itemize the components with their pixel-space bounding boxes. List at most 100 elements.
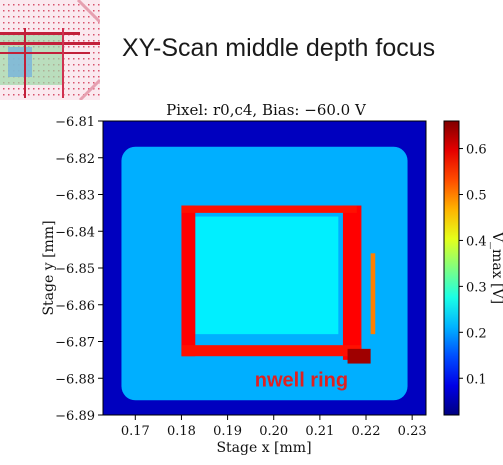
thumb-dot: [88, 40, 90, 42]
thumb-dot: [93, 94, 95, 96]
thumb-dot: [33, 88, 35, 90]
thumb-dot: [93, 10, 95, 12]
thumb-dot: [68, 70, 70, 72]
thumb-dot: [73, 4, 75, 6]
thumb-dot: [93, 52, 95, 54]
thumb-dot: [43, 88, 45, 90]
thumb-dot: [93, 46, 95, 48]
thumb-dot: [83, 16, 85, 18]
sensor-layout-thumbnail: [0, 0, 100, 100]
thumb-dot: [98, 70, 100, 72]
thumb-dot: [38, 4, 40, 6]
thumb-dot: [98, 16, 100, 18]
thumb-dot: [83, 46, 85, 48]
thumb-dot: [3, 10, 5, 12]
thumb-dot: [68, 4, 70, 6]
thumb-dot: [63, 16, 65, 18]
thumb-dot: [93, 88, 95, 90]
thumb-dot: [38, 10, 40, 12]
thumb-dot: [83, 76, 85, 78]
thumb-dot: [78, 94, 80, 96]
thumb-dot: [53, 16, 55, 18]
thumb-dot: [88, 22, 90, 24]
thumb-dot: [33, 22, 35, 24]
thumb-dot: [73, 40, 75, 42]
thumb-dot: [73, 28, 75, 30]
thumb-dot: [78, 40, 80, 42]
thumb-dot: [68, 88, 70, 90]
thumb-dot: [83, 10, 85, 12]
thumb-dot: [78, 64, 80, 66]
y-axis: −6.81 −6.82 −6.83 −6.84 −6.85 −6.86 −6.87 −6.88…: [55, 115, 103, 424]
thumb-dot: [68, 76, 70, 78]
thumb-dot: [13, 16, 15, 18]
thumb-dot: [73, 82, 75, 84]
thumb-dot: [58, 88, 60, 90]
thumb-dot: [28, 16, 30, 18]
thumb-dot: [98, 40, 100, 42]
thumb-dot: [33, 94, 35, 96]
thumb-dot: [53, 28, 55, 30]
thumb-dot: [88, 88, 90, 90]
thumb-dot: [83, 28, 85, 30]
thumb-dot: [23, 4, 25, 6]
thumb-dot: [33, 28, 35, 30]
thumb-dot: [38, 88, 40, 90]
thumb-dot: [3, 94, 5, 96]
thumb-dot: [88, 70, 90, 72]
thumb-dot: [68, 22, 70, 24]
thumb-dot: [63, 10, 65, 12]
thumb-dot: [18, 94, 20, 96]
thumb-dot: [23, 22, 25, 24]
thumb-dot: [8, 94, 10, 96]
thumb-dot: [73, 22, 75, 24]
thumb-dot: [48, 4, 50, 6]
colorbar-tick-label: 0.6: [466, 143, 487, 158]
thumb-dot: [43, 10, 45, 12]
thumb-dot: [93, 4, 95, 6]
colorbar-tick-label: 0.2: [466, 326, 487, 341]
thumb-dot: [38, 22, 40, 24]
thumb-dot: [8, 88, 10, 90]
thumb-dot: [93, 28, 95, 30]
thumb-dot: [8, 28, 10, 30]
thumb-dot: [98, 64, 100, 66]
thumb-dot: [78, 16, 80, 18]
thumb-dot: [23, 94, 25, 96]
x-tick-label: 0.19: [213, 424, 242, 439]
thumb-dot: [3, 4, 5, 6]
thumb-dot: [98, 52, 100, 54]
thumb-dot: [63, 4, 65, 6]
thumb-dot: [68, 10, 70, 12]
thumb-dot: [48, 22, 50, 24]
thumb-dot: [13, 94, 15, 96]
thumb-dot: [88, 58, 90, 60]
y-axis-label: Stage y [mm]: [41, 220, 57, 315]
thumb-dot: [13, 10, 15, 12]
thumb-dot: [28, 22, 30, 24]
thumb-dot: [88, 28, 90, 30]
thumb-dot: [18, 28, 20, 30]
y-tick-label: −6.85: [55, 262, 95, 277]
thumb-dot: [18, 22, 20, 24]
thumb-dot: [88, 16, 90, 18]
thumb-dot: [83, 70, 85, 72]
thumb-dot: [93, 40, 95, 42]
thumb-dot: [58, 10, 60, 12]
y-tick-label: −6.82: [55, 152, 95, 167]
heatmap-region-ring-bottom: [181, 345, 362, 357]
nwell-ring-annotation: nwell ring: [255, 369, 348, 391]
thumb-dot: [38, 28, 40, 30]
thumb-dot: [13, 4, 15, 6]
colorbar-tick-label: 0.5: [466, 189, 487, 204]
thumb-dot: [13, 88, 15, 90]
thumb-dot: [73, 16, 75, 18]
thumb-dot: [83, 40, 85, 42]
thumb-dot: [78, 22, 80, 24]
thumb-dot: [88, 76, 90, 78]
thumb-dot: [83, 88, 85, 90]
chart-title: Pixel: r0,c4, Bias: −60.0 V: [166, 101, 367, 119]
thumb-dot: [8, 4, 10, 6]
x-tick-label: 0.21: [305, 424, 334, 439]
thumb-dot: [78, 28, 80, 30]
